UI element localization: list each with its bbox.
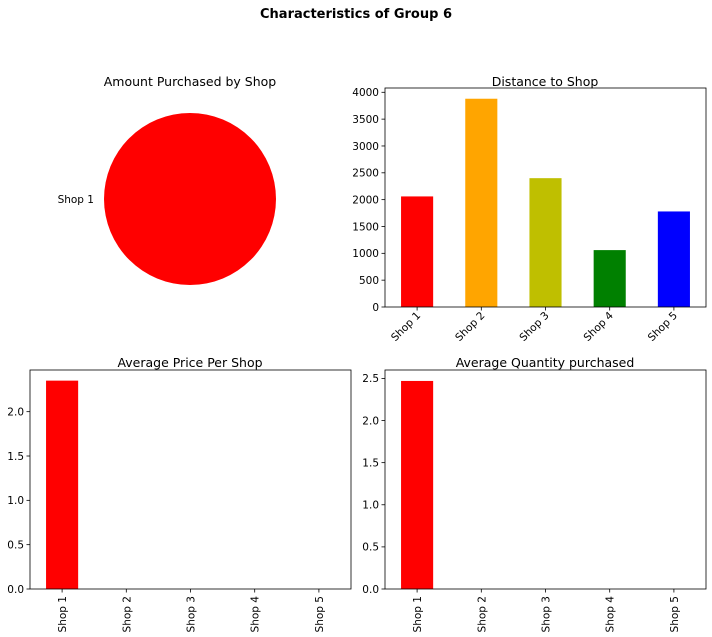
- distance-xtick-label-4: Shop 4: [582, 309, 616, 343]
- quantity-ytick-label-5: 2.5: [362, 373, 379, 385]
- distance-bar-3: [529, 178, 562, 307]
- pie-slice-1: [104, 113, 276, 285]
- distance-bar-1: [401, 196, 434, 307]
- distance-ytick-label-1: 500: [359, 275, 379, 287]
- price-chart-marks: 0.0 0.5 1.0 1.5 2.0 Shop 1 Shop 2 Shop 3 Shop 4 S…: [7, 369, 352, 633]
- quantity-xtick-label-2: Shop 2: [476, 596, 488, 632]
- figure-title: Characteristics of Group 6: [260, 7, 452, 22]
- distance-bar-2: [465, 98, 498, 307]
- distance-ytick-label-4: 2000: [352, 194, 379, 206]
- quantity-xtick-label-4: Shop 4: [605, 596, 617, 633]
- distance-ytick-label-8: 4000: [352, 87, 379, 99]
- distance-ytick-label-5: 2500: [352, 168, 379, 180]
- pie-chart-title: Amount Purchased by Shop: [104, 74, 277, 89]
- price-xtick-label-5: Shop 5: [314, 596, 326, 632]
- quantity-ytick-label-4: 2.0: [362, 415, 379, 427]
- price-ytick-label-1: 0.5: [7, 539, 24, 551]
- distance-ytick-label-7: 3500: [352, 114, 379, 126]
- price-xtick-label-1: Shop 1: [57, 596, 69, 632]
- pie-marks: Shop 1: [58, 113, 276, 285]
- quantity-chart-marks: 0.0 0.5 1.0 1.5 2.0 2.5 Shop 1 Shop 2 Shop 3 Shop…: [362, 369, 707, 633]
- distance-ytick-label-3: 1500: [352, 221, 379, 233]
- quantity-xtick-label-1: Shop 1: [412, 596, 424, 632]
- price-ytick-label-0: 0.0: [7, 584, 24, 596]
- quantity-ytick-label-2: 1.0: [362, 500, 379, 512]
- quantity-xtick-label-5: Shop 5: [669, 596, 681, 632]
- quantity-xtick-label-3: Shop 3: [541, 596, 553, 632]
- pie-chart-panel: Amount Purchased by Shop Shop 1: [58, 74, 277, 285]
- distance-ytick-label-0: 0: [372, 302, 379, 314]
- price-ytick-label-3: 1.5: [7, 451, 24, 463]
- price-ytick-label-4: 2.0: [7, 406, 24, 418]
- price-bar-1: [46, 380, 79, 589]
- distance-xtick-label-2: Shop 2: [453, 310, 487, 344]
- distance-ytick-label-6: 3000: [352, 141, 379, 153]
- price-chart-panel: Average Price Per Shop 0.0 0.5 1.0 1.5 2.0 Sh…: [7, 355, 352, 633]
- price-ytick-label-2: 1.0: [7, 495, 24, 507]
- pie-label-1: Shop 1: [58, 194, 94, 206]
- distance-chart-title: Distance to Shop: [492, 74, 599, 89]
- price-chart-title: Average Price Per Shop: [117, 355, 262, 370]
- price-xtick-label-2: Shop 2: [121, 596, 133, 632]
- distance-ytick-label-2: 1000: [352, 248, 379, 260]
- quantity-ytick-label-1: 0.5: [362, 542, 379, 554]
- quantity-bar-1: [401, 380, 434, 589]
- distance-xtick-label-3: Shop 3: [517, 310, 551, 344]
- distance-xtick-label-1: Shop 1: [389, 310, 423, 344]
- quantity-chart-panel: Average Quantity purchased 0.0 0.5 1.0 1.5 2…: [362, 355, 707, 633]
- distance-chart-panel: Distance to Shop 0 500 1000 1500 2000 2500 300…: [352, 74, 707, 344]
- distance-bar-4: [593, 250, 626, 307]
- price-xtick-label-3: Shop 3: [186, 596, 198, 632]
- distance-bar-5: [657, 211, 690, 307]
- price-xtick-label-4: Shop 4: [250, 596, 262, 633]
- distance-chart-marks: 0 500 1000 1500 2000 2500 3000 3500 4000 Shop 1 Sh…: [352, 87, 707, 344]
- quantity-chart-title: Average Quantity purchased: [456, 355, 635, 370]
- price-axes-frame: [29, 369, 352, 590]
- quantity-ytick-label-3: 1.5: [362, 457, 379, 469]
- distance-xtick-label-5: Shop 5: [646, 310, 680, 344]
- quantity-ytick-label-0: 0.0: [362, 584, 379, 596]
